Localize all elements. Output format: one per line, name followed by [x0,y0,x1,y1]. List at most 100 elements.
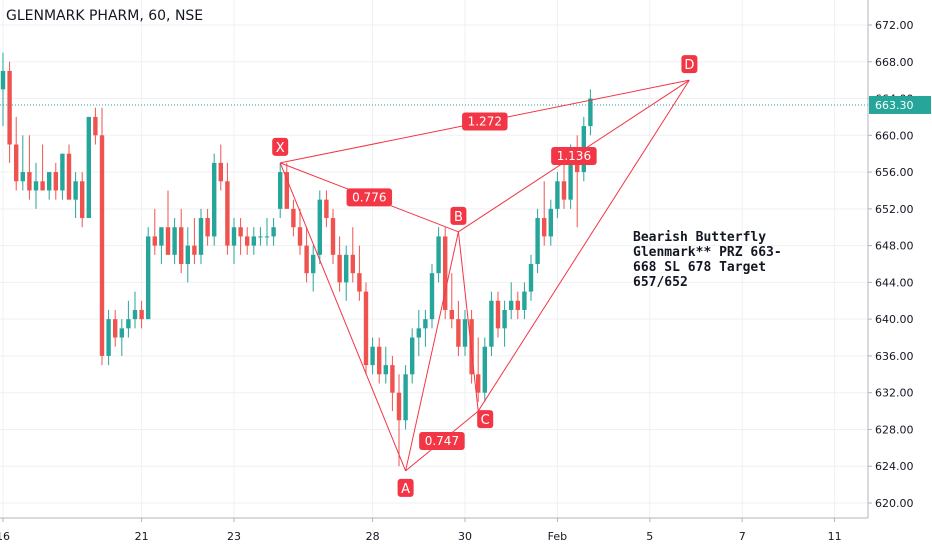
x-tick-label: 7 [739,530,746,543]
candle-body [172,227,177,255]
candle-body [231,227,237,246]
ratio-badge-XB: 0.776 [346,188,393,207]
current-price-tag [869,95,931,114]
candle-body [456,319,461,347]
candle [80,172,85,228]
candle [542,181,547,246]
candle [515,291,520,320]
x-tick-label: 30 [458,530,472,543]
candle [271,218,276,246]
candle [297,208,303,255]
candle-body [416,328,421,338]
candle [429,264,435,329]
candle [47,172,52,200]
candle-body [113,319,118,338]
candle [152,208,157,255]
candle-body [482,346,487,393]
candle-body [86,116,91,219]
candle [396,374,402,467]
ratio-badge-bg [419,431,465,450]
symbol-title: GLENMARK PHARM, 60, NSE [6,8,204,24]
candle [86,116,91,219]
candle [502,300,507,347]
candle [231,218,237,264]
candle [27,135,32,200]
candle [476,337,481,402]
candle [126,300,131,338]
candle-body [20,172,25,182]
candle-body [535,218,540,264]
candle-body [80,181,85,219]
price-axis-bg [868,0,932,550]
x-tick-label: 21 [135,530,149,543]
candle-body [357,273,362,292]
ratio-badge-AC: 0.747 [419,431,465,450]
y-tick-label: 628.00 [875,423,914,436]
candle [165,190,171,255]
candle [588,89,593,136]
y-tick-label: 640.00 [875,313,914,326]
candle-body [126,319,131,329]
candle-body [291,208,296,228]
candle-body [311,254,316,274]
current-price-label: 663.30 [875,99,914,112]
candle [7,61,12,163]
candle [489,291,494,356]
candle [53,162,58,200]
candle-body [429,273,435,320]
candle [357,245,362,301]
pattern-leg-CD [477,79,690,412]
candle-body [159,227,164,246]
point-badge-D: D [681,55,698,74]
candle [311,245,316,292]
candle [113,309,118,347]
candle-body [40,181,45,191]
candle-body [258,236,263,238]
candle-body [515,300,520,310]
candle [14,116,19,191]
candle-body [251,236,256,246]
ratio-label: 1.136 [557,149,591,163]
y-tick-label: 660.00 [875,129,914,142]
candle-body [198,218,204,255]
ratio-badge-XD: 1.272 [462,112,508,131]
candle [258,227,263,246]
x-tick-label: 16 [0,530,10,543]
candle [495,291,501,338]
candle-body [330,218,336,255]
candle [324,190,329,228]
candle-body [225,181,230,246]
y-tick-label: 656.00 [875,166,914,179]
x-tick-label: 23 [227,530,241,543]
candle-body [443,236,448,310]
candle-body [462,319,468,347]
candle-body [212,162,217,237]
candle-body [99,135,105,356]
candle [317,190,322,264]
candle [245,227,250,255]
candle [449,273,454,329]
point-label-B: B [454,210,463,225]
candle [436,227,441,283]
pattern-leg-BC [457,231,479,412]
candle [561,162,567,209]
candle-body [205,218,210,237]
candle-body [27,172,32,191]
candle [363,282,369,375]
harmonic-pattern: 1.272 1.136 0.776 0.747 X A B C D [272,55,698,497]
candle [344,245,349,301]
ratio-badge-bg [551,146,597,165]
candle [99,107,105,366]
candle [410,328,415,384]
candle-body [304,245,309,274]
y-tick-label: 636.00 [875,350,914,363]
candle [139,300,144,329]
candle-body [502,309,507,329]
candle [522,282,527,320]
candle-body [509,300,514,310]
candle [20,135,25,191]
candle [192,218,197,264]
candle-body [192,245,197,255]
